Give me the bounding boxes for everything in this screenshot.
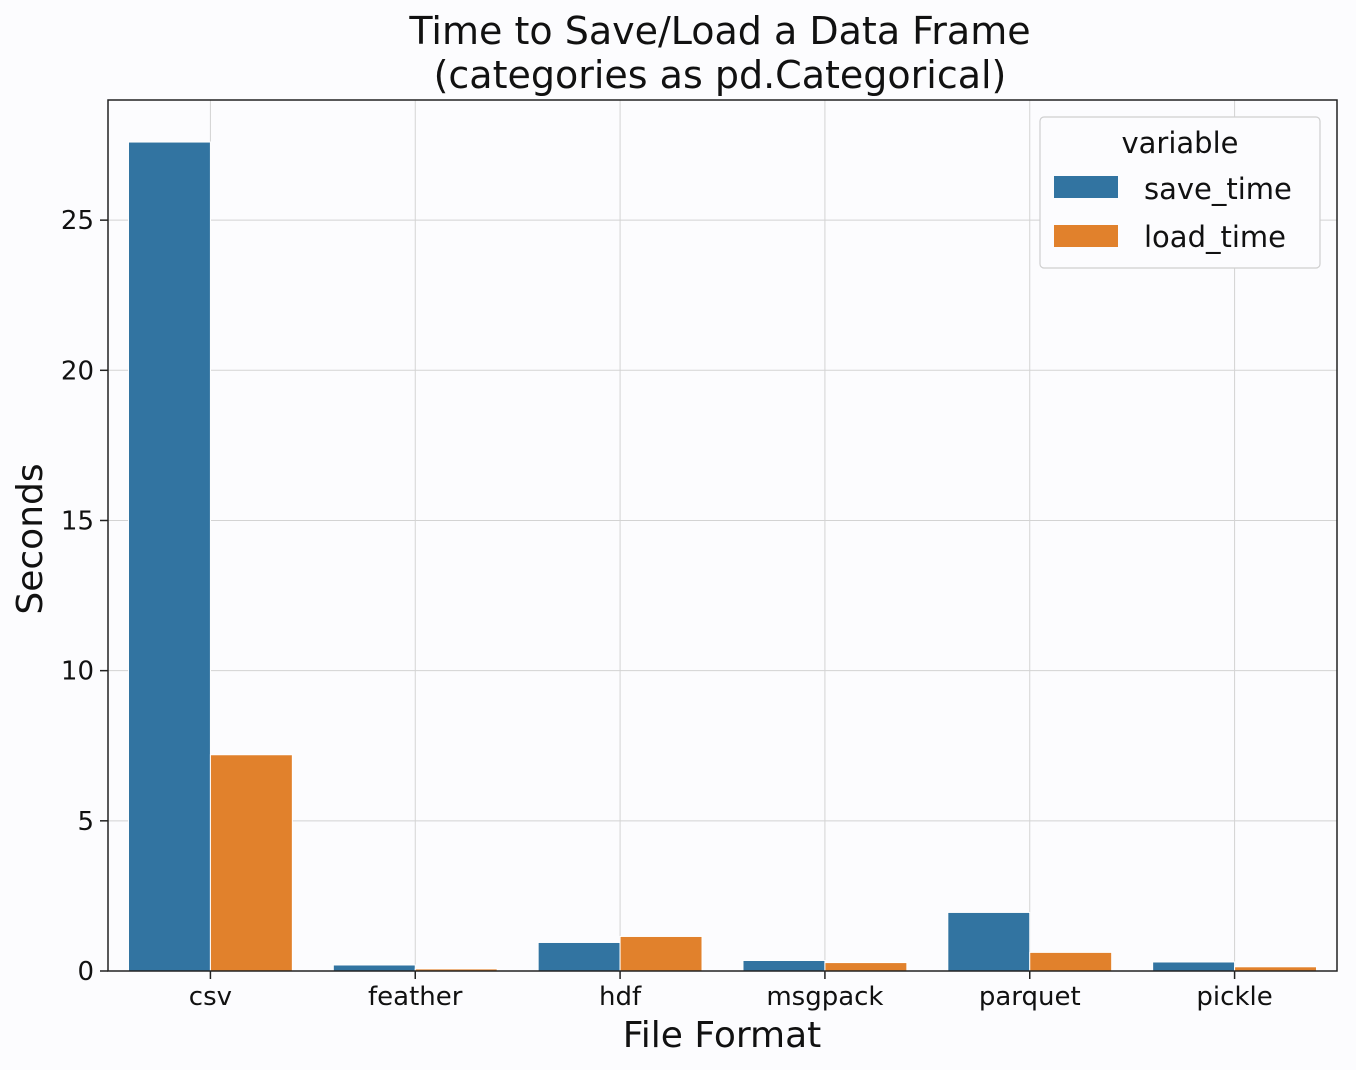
plot-frame: [107, 99, 1338, 972]
bar-save-time-parquet: [947, 911, 1031, 972]
legend-label-load-time: load_time: [1144, 220, 1286, 254]
legend-title: variable: [1122, 126, 1239, 160]
bar-save-time-feather: [332, 964, 416, 972]
y-axis-label: Seconds: [10, 463, 51, 614]
x-tick-label: parquet: [979, 982, 1081, 1012]
y-tick-label: 15: [61, 506, 94, 536]
y-tick-label: 0: [77, 957, 94, 987]
bar-save-time-csv: [127, 141, 211, 972]
y-tick-label: 25: [61, 206, 94, 236]
legend-swatch-save-time: [1054, 176, 1118, 198]
bars: [127, 141, 1318, 972]
chart-subtitle: (categories as pd.Categorical): [434, 53, 1007, 97]
bar-load-time-csv: [209, 754, 293, 972]
x-tick-label: pickle: [1196, 982, 1272, 1012]
x-axis-label: File Format: [623, 1015, 822, 1056]
y-axis-ticks: 0 5 10 15 20 25: [61, 206, 108, 987]
x-tick-label: msgpack: [766, 982, 883, 1012]
bar-load-time-hdf: [619, 935, 703, 972]
bar-load-time-parquet: [1029, 951, 1113, 972]
y-tick-label: 5: [77, 807, 94, 837]
x-tick-label: feather: [368, 982, 463, 1012]
legend: variable save_time load_time: [1039, 116, 1321, 269]
chart-title: Time to Save/Load a Data Frame: [408, 9, 1030, 53]
y-tick-label: 20: [61, 356, 94, 386]
x-axis-ticks: csv feather hdf msgpack parquet pickle: [189, 971, 1273, 1012]
legend-label-save-time: save_time: [1144, 172, 1292, 206]
bar-load-time-msgpack: [824, 962, 908, 972]
x-tick-label: hdf: [599, 982, 642, 1012]
bar-save-time-pickle: [1152, 961, 1236, 972]
bar-save-time-msgpack: [742, 959, 826, 972]
y-tick-label: 10: [61, 657, 94, 687]
bar-save-time-hdf: [537, 941, 621, 972]
x-tick-label: csv: [189, 982, 232, 1012]
legend-swatch-load-time: [1054, 225, 1118, 247]
